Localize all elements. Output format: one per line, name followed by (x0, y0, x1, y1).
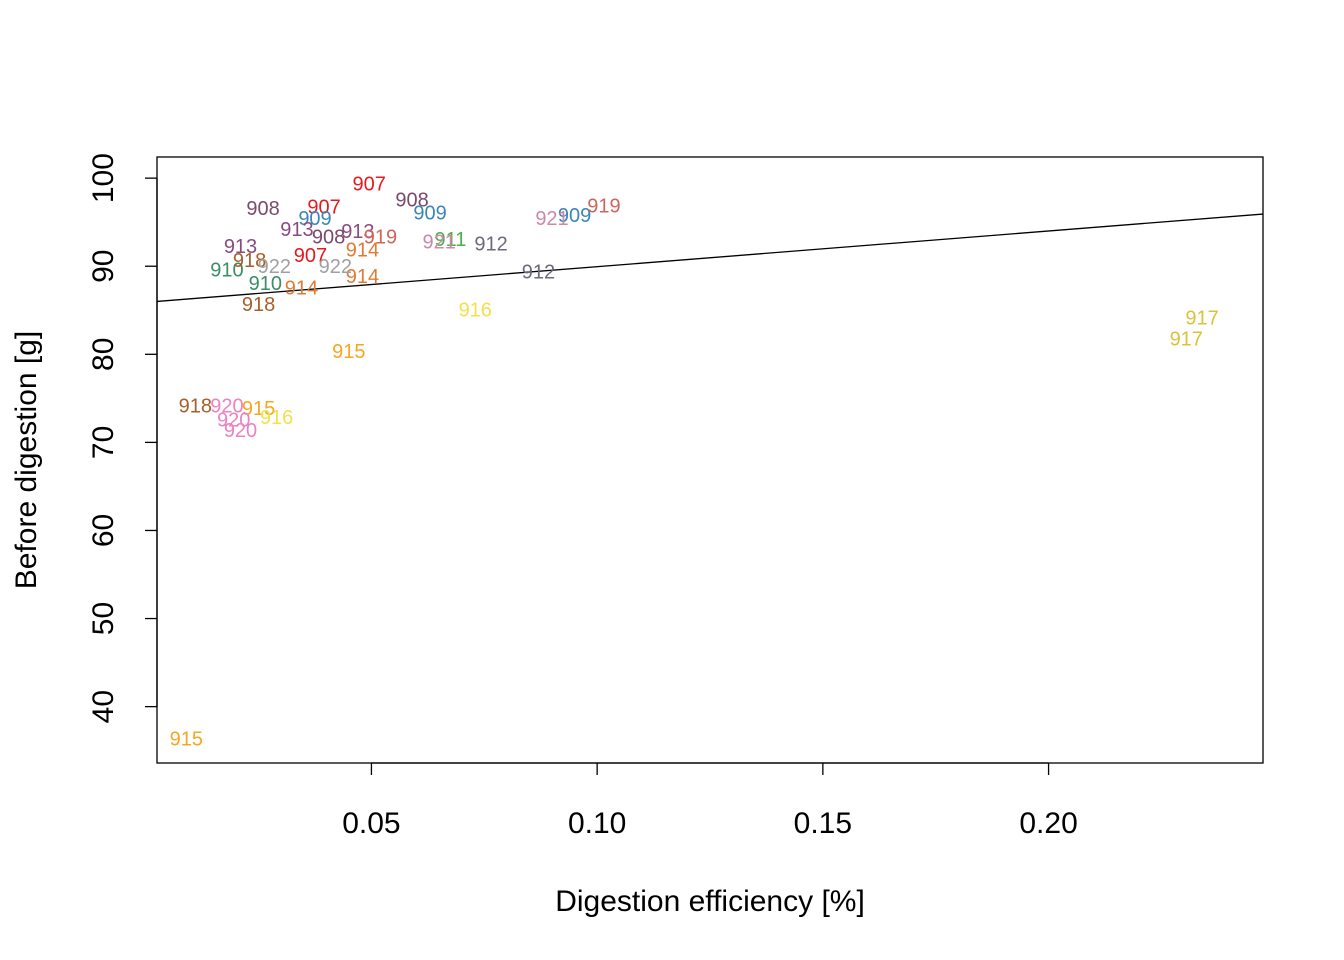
point-label-907: 907 (307, 196, 340, 218)
x-tick-label: 0.10 (568, 807, 626, 840)
point-label-910: 910 (210, 260, 243, 282)
point-label-909: 909 (413, 202, 446, 224)
x-axis: 0.05 0.10 0.15 0.20 (342, 762, 1078, 840)
point-label-919: 919 (587, 195, 620, 217)
point-label-921: 921 (422, 232, 455, 254)
point-label-918: 918 (179, 395, 212, 417)
point-label-914: 914 (346, 239, 379, 261)
y-tick-label: 70 (87, 426, 120, 459)
x-tick-label: 0.05 (342, 807, 400, 840)
y-tick-label: 80 (87, 338, 120, 371)
point-label-908: 908 (395, 189, 428, 211)
point-label-907: 907 (352, 173, 385, 195)
point-label-922: 922 (319, 256, 352, 278)
x-axis-title: Digestion efficiency [%] (555, 885, 865, 918)
point-label-913: 913 (280, 219, 313, 241)
point-label-910: 910 (249, 273, 282, 295)
point-label-922: 922 (258, 256, 291, 278)
y-tick-label: 60 (87, 514, 120, 547)
point-label-913: 913 (341, 221, 374, 243)
point-label-908: 908 (312, 226, 345, 248)
x-tick-label: 0.15 (794, 807, 852, 840)
point-label-917: 917 (1185, 307, 1218, 329)
point-label-913: 913 (224, 236, 257, 258)
point-label-915: 915 (332, 341, 365, 363)
point-label-916: 916 (459, 299, 492, 321)
point-label-908: 908 (246, 198, 279, 220)
point-label-915: 915 (242, 398, 275, 420)
point-label-918: 918 (233, 250, 266, 272)
point-label-920: 920 (210, 395, 243, 417)
point-label-914: 914 (285, 277, 318, 299)
point-label-916: 916 (260, 407, 293, 429)
point-label-921: 921 (535, 208, 568, 230)
point-label-907: 907 (294, 245, 327, 267)
y-tick-label: 50 (87, 602, 120, 635)
y-axis: 40 50 60 70 80 90 100 (87, 153, 158, 723)
point-label-915: 915 (170, 728, 203, 750)
y-tick-label: 40 (87, 690, 120, 723)
y-tick-label: 90 (87, 250, 120, 283)
point-label-917: 917 (1170, 328, 1203, 350)
point-label-911: 911 (434, 229, 466, 251)
point-label-909: 909 (558, 205, 591, 227)
point-label-914: 914 (346, 266, 379, 288)
point-label-912: 912 (474, 233, 507, 255)
point-label-912: 912 (522, 262, 555, 284)
point-label-920: 920 (224, 420, 257, 442)
regression-line (157, 213, 1263, 303)
point-label-919: 919 (364, 226, 397, 248)
point-label-918: 918 (242, 294, 275, 316)
y-axis-title: Before digestion [g] (10, 331, 43, 590)
point-label-909: 909 (298, 208, 331, 230)
y-tick-label: 100 (87, 153, 120, 203)
x-tick-label: 0.20 (1019, 807, 1077, 840)
point-label-920: 920 (217, 409, 250, 431)
